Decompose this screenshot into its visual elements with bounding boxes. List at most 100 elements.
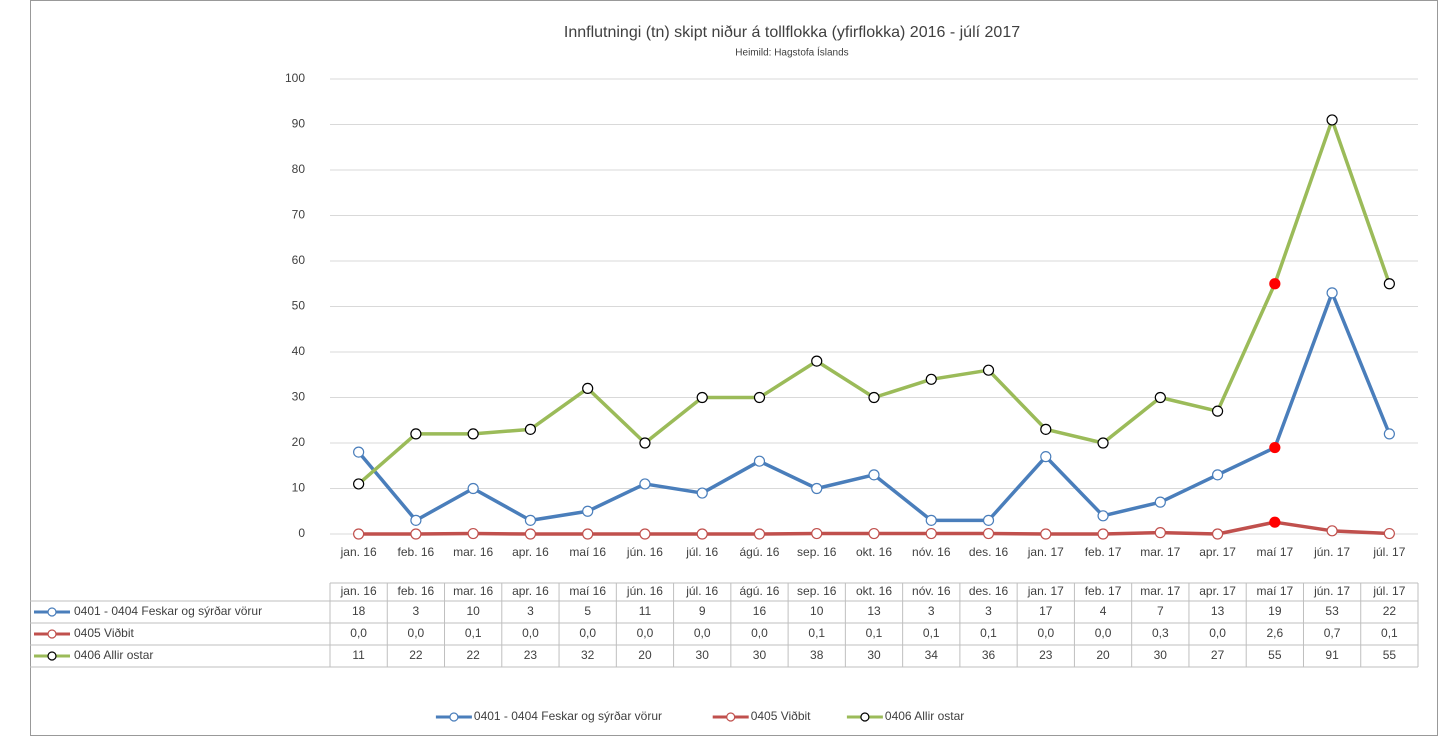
table-cell: 7 <box>1157 604 1164 618</box>
table-cell: 0,0 <box>522 626 539 640</box>
y-tick-label: 100 <box>285 71 305 85</box>
x-tick-label: jún. 17 <box>1313 545 1350 559</box>
marker <box>1154 496 1166 508</box>
table-cell: 0,0 <box>1037 626 1054 640</box>
marker <box>696 487 708 499</box>
table-cell: 23 <box>1039 648 1053 662</box>
table-cell: 38 <box>810 648 824 662</box>
marker <box>1097 528 1109 540</box>
x-tick-label: apr. 17 <box>1199 545 1236 559</box>
table-header: feb. 16 <box>398 584 435 598</box>
x-tick-label: sep. 16 <box>797 545 837 559</box>
table-header: mar. 16 <box>453 584 493 598</box>
marker <box>753 528 766 540</box>
table-cell: 0,0 <box>751 626 768 640</box>
marker <box>467 527 479 540</box>
marker <box>1383 527 1395 540</box>
table-header: des. 16 <box>969 584 1009 598</box>
table-cell: 0,0 <box>579 626 596 640</box>
table-cell: 0,0 <box>350 626 367 640</box>
x-tick-label: feb. 16 <box>398 545 435 559</box>
marker <box>524 528 537 540</box>
table-cell: 5 <box>584 604 591 618</box>
table-cell: 3 <box>985 604 992 618</box>
x-tick-label: maí 16 <box>569 545 606 559</box>
legend-label: 0401 - 0404 Feskar og sýrðar vörur <box>474 709 662 723</box>
marker <box>1211 528 1224 540</box>
table-header: nóv. 16 <box>912 584 951 598</box>
marker <box>582 382 594 394</box>
table-header: maí 16 <box>569 584 606 598</box>
table-cell: 18 <box>352 604 366 618</box>
table-cell: 30 <box>696 648 710 662</box>
x-tick-label: júl. 16 <box>685 545 718 559</box>
table-cell: 36 <box>982 648 996 662</box>
marker <box>639 478 651 490</box>
table-cell: 55 <box>1268 648 1282 662</box>
table-cell: 20 <box>1096 648 1110 662</box>
marker <box>811 355 823 367</box>
table-header: sep. 16 <box>797 584 837 598</box>
table-cell: 34 <box>925 648 939 662</box>
table-cell: 30 <box>753 648 767 662</box>
table-header: okt. 16 <box>856 584 892 598</box>
table-header: apr. 16 <box>512 584 549 598</box>
table-cell: 2,6 <box>1266 626 1283 640</box>
legend-key-marker <box>47 651 57 661</box>
marker <box>1383 278 1395 290</box>
table-cell: 23 <box>524 648 538 662</box>
marker <box>410 528 422 540</box>
y-tick-label: 10 <box>292 481 306 495</box>
marker <box>925 527 937 540</box>
legend-key-marker <box>449 712 459 722</box>
marker <box>982 514 995 526</box>
marker <box>696 528 708 540</box>
y-tick-label: 40 <box>292 344 306 358</box>
marker <box>353 446 365 458</box>
marker <box>925 514 937 526</box>
table-cell: 22 <box>409 648 423 662</box>
legend-label: 0405 Viðbit <box>751 709 811 723</box>
table-header: jan. 16 <box>340 584 377 598</box>
marker <box>410 428 422 440</box>
marker <box>982 364 995 376</box>
x-tick-label: mar. 16 <box>453 545 493 559</box>
marker <box>753 391 766 404</box>
table-cell: 0,1 <box>866 626 883 640</box>
table-header: mar. 17 <box>1140 584 1180 598</box>
x-tick-label: ágú. 16 <box>739 545 779 559</box>
table-cell: 0,0 <box>1095 626 1112 640</box>
marker <box>868 527 880 540</box>
table-row-label: 0401 - 0404 Feskar og sýrðar vörur <box>74 604 262 618</box>
table-cell: 3 <box>413 604 420 618</box>
y-tick-label: 80 <box>292 162 306 176</box>
table-cell: 20 <box>638 648 652 662</box>
table-cell: 17 <box>1039 604 1053 618</box>
table-header: apr. 17 <box>1199 584 1236 598</box>
table-cell: 13 <box>1211 604 1225 618</box>
marker <box>467 428 479 440</box>
table-cell: 0,7 <box>1324 626 1341 640</box>
marker <box>753 455 766 467</box>
marker <box>1097 510 1109 522</box>
marker <box>1326 525 1338 537</box>
table-cell: 3 <box>928 604 935 618</box>
table-cell: 30 <box>867 648 881 662</box>
table-cell: 0,3 <box>1152 626 1169 640</box>
marker <box>524 423 537 435</box>
marker <box>1211 405 1224 417</box>
table-cell: 0,1 <box>980 626 997 640</box>
marker <box>524 514 537 526</box>
x-tick-label: júl. 17 <box>1372 545 1405 559</box>
table-header: jún. 16 <box>626 584 663 598</box>
table-cell: 3 <box>527 604 534 618</box>
marker <box>982 527 995 540</box>
table-cell: 11 <box>639 604 652 618</box>
marker <box>811 527 823 540</box>
y-tick-label: 60 <box>292 253 306 267</box>
chart-subtitle: Heimild: Hagstofa Íslands <box>735 46 848 59</box>
marker <box>868 469 880 481</box>
chart-title: Innflutningi (tn) skipt niður á tollflok… <box>564 24 1020 41</box>
marker <box>582 528 594 540</box>
